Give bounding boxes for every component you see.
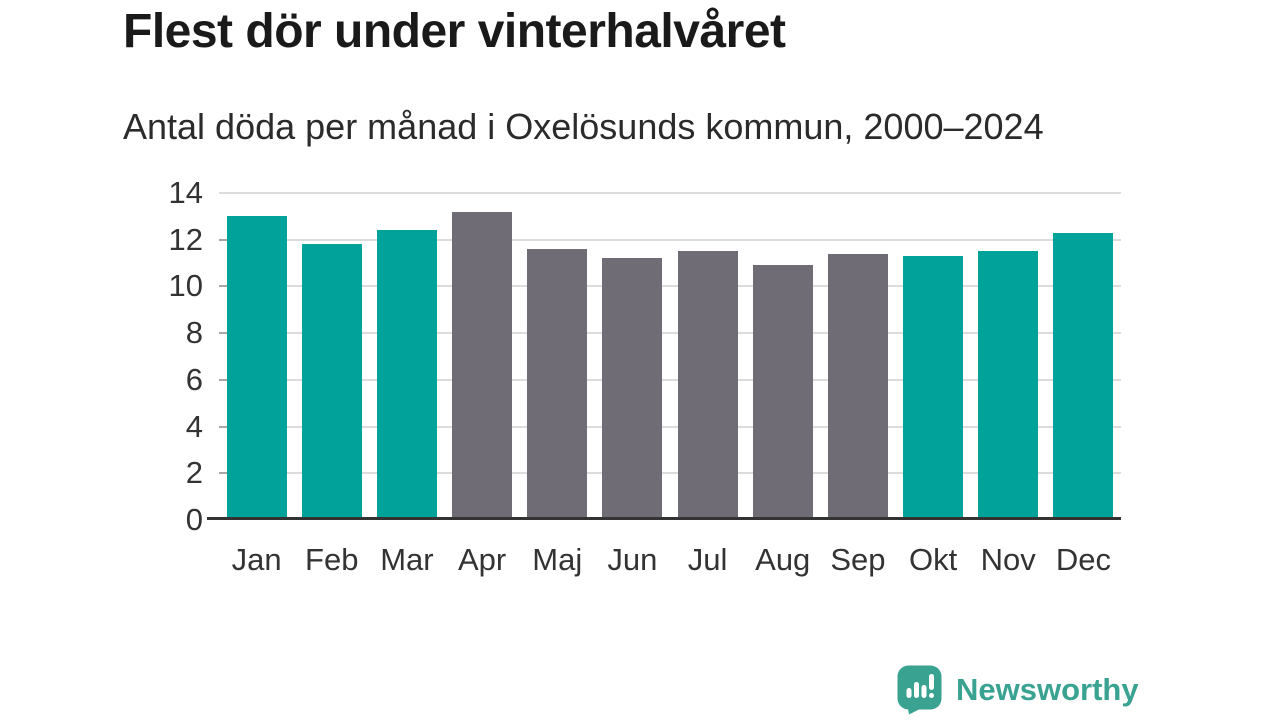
bar-aug (752, 265, 813, 520)
y-axis-label-4: 4 (185, 408, 203, 444)
y-axis-label-6: 6 (185, 361, 203, 397)
brand-name: Newsworthy (956, 672, 1139, 707)
gridline-y-12 (219, 238, 1121, 241)
bar-sep (827, 253, 888, 520)
y-tick-mark-6 (219, 378, 229, 381)
y-axis-label-8: 8 (185, 315, 203, 351)
y-tick-mark-12 (219, 238, 229, 241)
bar-nov (978, 251, 1039, 520)
x-axis-label-feb: Feb (305, 542, 359, 577)
x-axis-label-aug: Aug (755, 542, 811, 577)
gridline-y-6 (219, 378, 1121, 381)
gridline-y-14 (219, 192, 1121, 194)
x-axis-label-nov: Nov (980, 542, 1036, 577)
gridline-y-8 (219, 332, 1121, 335)
x-axis-label-sep: Sep (830, 542, 886, 577)
bar-apr (452, 211, 513, 520)
bar-chart-plot-area (219, 192, 1121, 520)
chart-subtitle: Antal döda per månad i Oxelösunds kommun… (123, 106, 1044, 147)
y-tick-mark-8 (219, 332, 229, 335)
bar-feb (301, 244, 362, 520)
x-axis-label-jun: Jun (607, 542, 658, 577)
brand-footer: Newsworthy (897, 665, 1139, 715)
y-axis-label-0: 0 (185, 502, 203, 537)
y-tick-mark-2 (219, 472, 229, 475)
gridline-y-4 (219, 425, 1121, 428)
bar-jun (602, 258, 663, 520)
y-axis-label-2: 2 (185, 455, 203, 491)
x-axis-label-jan: Jan (231, 542, 282, 577)
chart-title: Flest dör under vinterhalvåret (123, 5, 786, 58)
newsworthy-logo-icon (897, 665, 942, 715)
x-axis-label-dec: Dec (1055, 542, 1111, 577)
bar-jul (677, 251, 738, 520)
y-tick-mark-4 (219, 425, 229, 428)
x-axis-label-jul: Jul (687, 542, 728, 577)
bar-mar (376, 230, 437, 520)
x-axis-label-maj: Maj (532, 542, 583, 577)
bar-jan (226, 216, 287, 520)
x-axis-label-mar: Mar (380, 542, 434, 577)
bar-maj (527, 249, 588, 520)
x-axis-label-apr: Apr (457, 542, 507, 577)
x-axis-label-okt: Okt (908, 542, 958, 577)
x-axis-line (207, 517, 1121, 520)
y-axis-label-12: 12 (168, 221, 203, 257)
gridline-y-2 (219, 472, 1121, 475)
y-tick-mark-10 (219, 285, 229, 288)
y-axis-label-10: 10 (168, 268, 203, 304)
bar-dec (1053, 232, 1114, 520)
y-axis-label-14: 14 (168, 175, 203, 210)
bar-okt (903, 256, 964, 520)
gridline-y-10 (219, 285, 1121, 288)
